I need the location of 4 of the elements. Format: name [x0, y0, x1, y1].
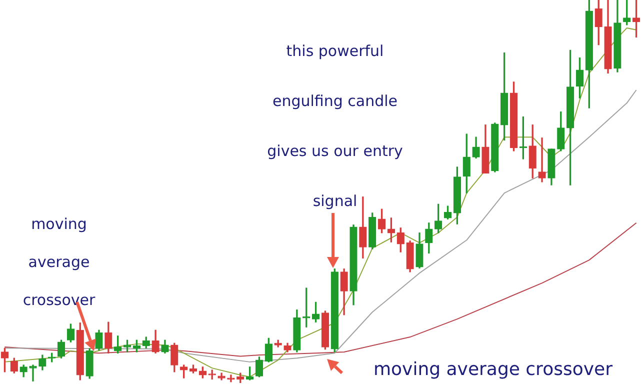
- candlestick: [538, 138, 546, 182]
- annotation: moving average crossover: [372, 358, 614, 382]
- text: moving average crossover: [22, 215, 96, 309]
- text: this powerful engulfing candle gives us our entry signal: [267, 42, 403, 210]
